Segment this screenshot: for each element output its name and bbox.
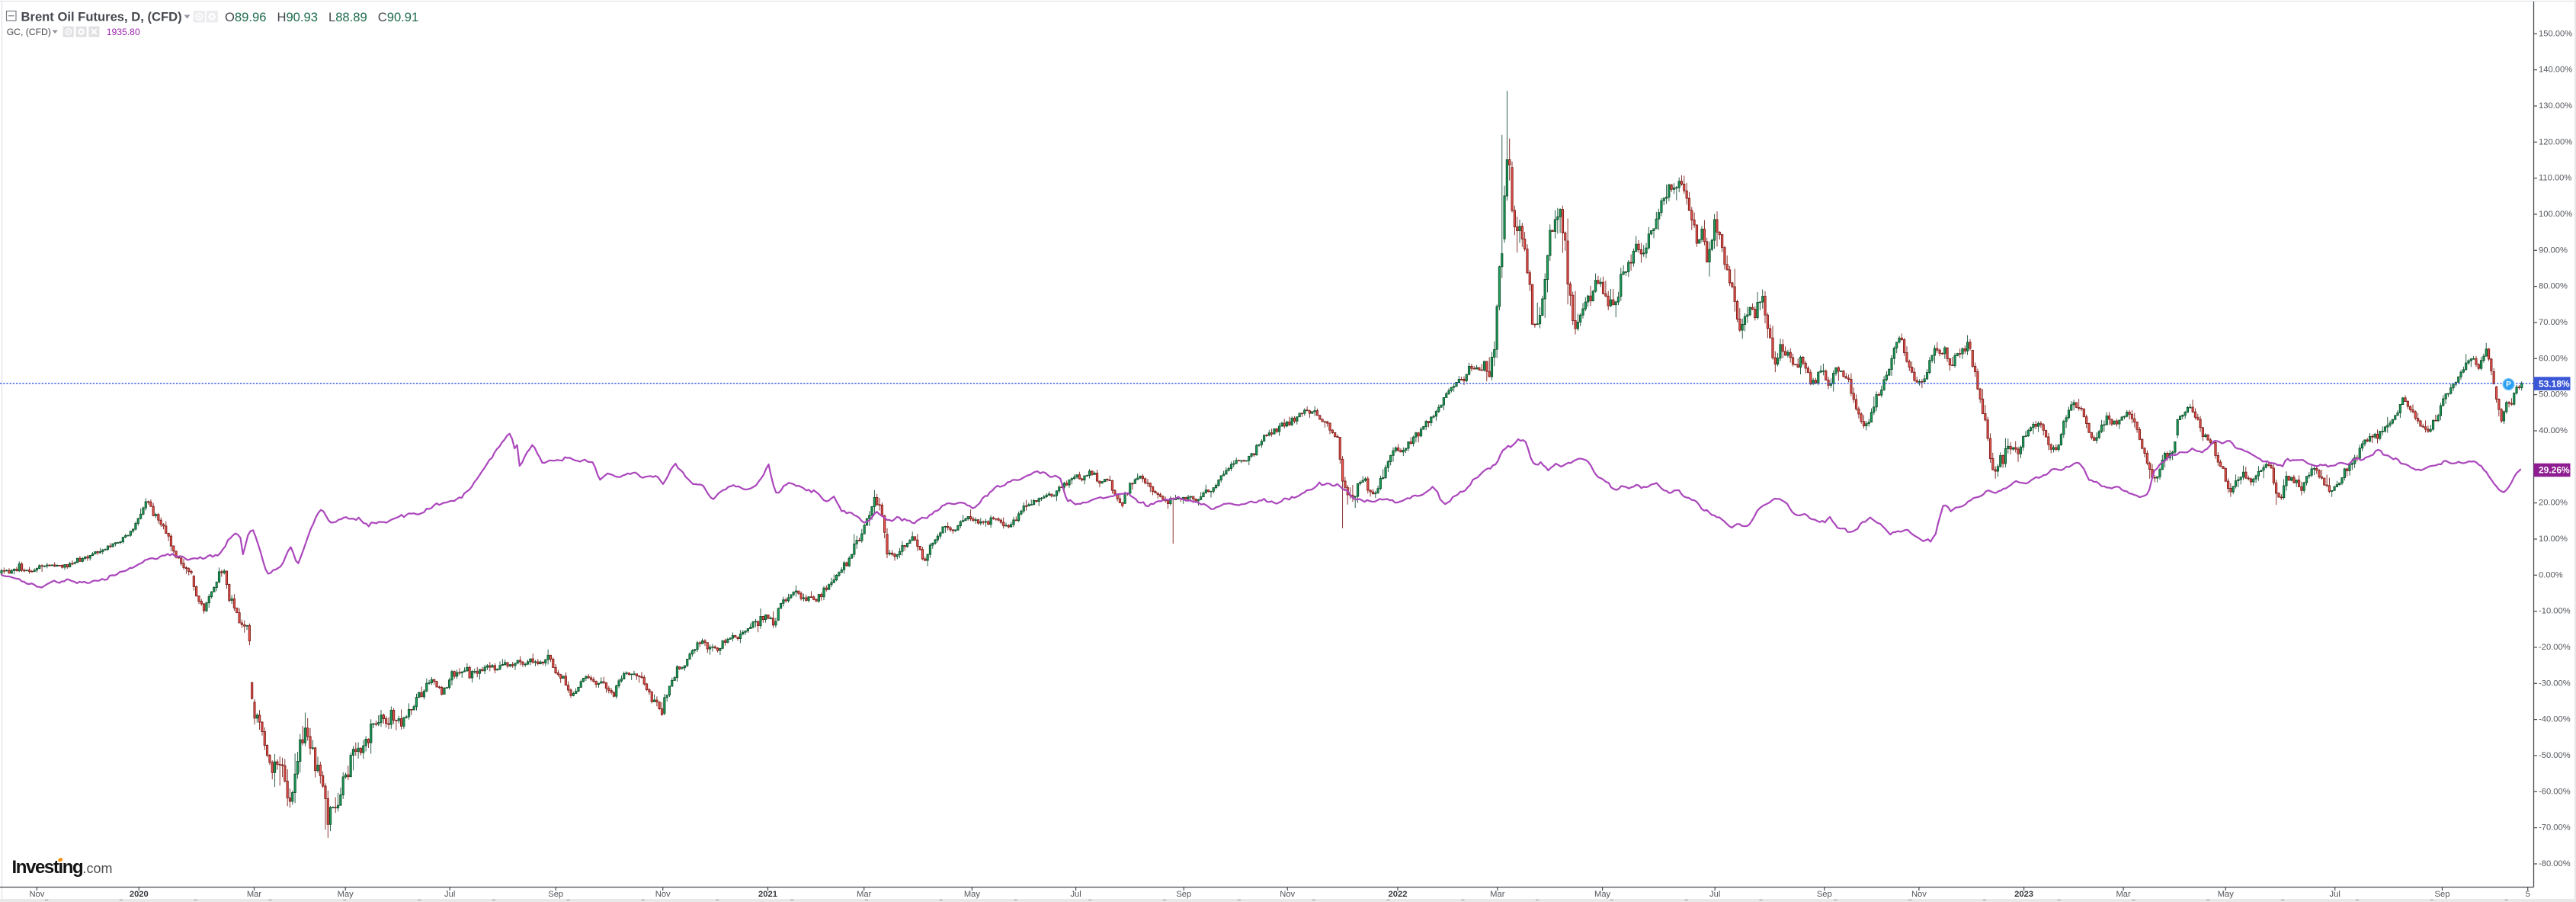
svg-text:Jul: Jul [1709,890,1720,899]
svg-text:140.00%: 140.00% [2539,66,2572,75]
svg-text:110.00%: 110.00% [2539,174,2571,183]
svg-text:Mar: Mar [247,890,262,899]
svg-text:Mar: Mar [1490,890,1505,899]
svg-text:-40.00%: -40.00% [2539,715,2571,724]
svg-text:2021: 2021 [758,890,777,899]
svg-text:May: May [338,890,354,899]
svg-text:Sep: Sep [1817,890,1832,899]
svg-text:Brent Oil Futures, D, (CFD): Brent Oil Futures, D, (CFD) [21,9,182,24]
svg-text:53.18%: 53.18% [2539,378,2570,389]
svg-text:-10.00%: -10.00% [2539,607,2571,616]
svg-text:0.00%: 0.00% [2539,570,2563,579]
svg-text:100.00%: 100.00% [2539,210,2572,219]
svg-text:-60.00%: -60.00% [2539,787,2571,796]
svg-text:5: 5 [2526,890,2530,899]
svg-text:80.00%: 80.00% [2539,282,2568,291]
svg-text:Nov: Nov [1911,890,1927,899]
svg-text:Mar: Mar [857,890,872,899]
svg-text:Nov: Nov [655,890,671,899]
svg-text:10.00%: 10.00% [2539,534,2568,544]
svg-text:Nov: Nov [29,890,44,899]
svg-text:120.00%: 120.00% [2539,137,2572,146]
svg-text:Jul: Jul [2330,890,2341,899]
svg-text:May: May [2218,890,2235,899]
svg-text:-50.00%: -50.00% [2539,751,2571,760]
svg-text:40.00%: 40.00% [2539,426,2568,435]
svg-text:29.26%: 29.26% [2539,465,2570,476]
svg-text:1935.80: 1935.80 [107,27,140,37]
svg-text:50.00%: 50.00% [2539,390,2568,400]
svg-text:Investıng: Investıng [12,857,83,878]
svg-text:20.00%: 20.00% [2539,499,2568,508]
svg-text:2023: 2023 [2014,890,2033,899]
svg-text:2020: 2020 [130,890,149,899]
svg-text:Nov: Nov [1280,890,1295,899]
svg-text:Mar: Mar [2116,890,2131,899]
svg-text:-30.00%: -30.00% [2539,679,2571,688]
svg-text:70.00%: 70.00% [2539,318,2568,327]
svg-text:-20.00%: -20.00% [2539,643,2571,652]
svg-text:May: May [1594,890,1611,899]
svg-text:130.00%: 130.00% [2539,101,2572,111]
svg-text:2022: 2022 [1389,890,1408,899]
svg-text:90.00%: 90.00% [2539,246,2568,255]
svg-text:Jul: Jul [1070,890,1081,899]
svg-text:-70.00%: -70.00% [2539,823,2571,833]
svg-text:P: P [2506,380,2511,389]
svg-text:-80.00%: -80.00% [2539,859,2571,868]
svg-text:May: May [964,890,981,899]
svg-text:60.00%: 60.00% [2539,354,2568,363]
svg-text:Jul: Jul [444,890,455,899]
svg-text:150.00%: 150.00% [2539,29,2572,38]
svg-text:.com: .com [83,861,113,876]
svg-text:Sep: Sep [548,890,563,899]
svg-text:Sep: Sep [2435,890,2450,899]
svg-text:GC, (CFD): GC, (CFD) [7,27,51,37]
svg-text:Sep: Sep [1176,890,1191,899]
